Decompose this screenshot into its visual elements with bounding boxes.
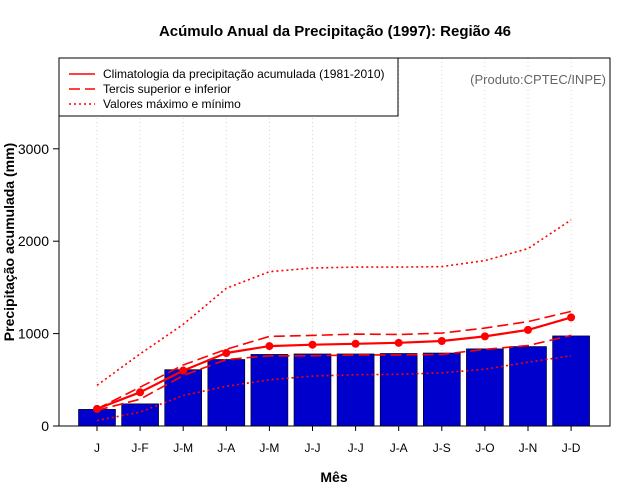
y-tick-label: 0 — [41, 418, 49, 434]
series-point — [524, 325, 532, 334]
x-tick-label: J-A — [217, 441, 235, 455]
legend: Climatologia da precipitação acumulada (… — [58, 57, 399, 117]
legend-label: Climatologia da precipitação acumulada (… — [103, 67, 385, 81]
series-line — [96, 355, 572, 422]
x-axis-label: Mês — [320, 469, 347, 485]
bar — [552, 335, 590, 427]
y-tick-label: 2000 — [18, 233, 49, 249]
series-point — [265, 342, 274, 351]
series-point — [136, 388, 145, 397]
grid-layer — [96, 58, 572, 426]
series-point — [93, 404, 101, 413]
bar — [379, 353, 418, 427]
series-point — [308, 340, 317, 349]
y-tick-label: 3000 — [18, 141, 49, 157]
series-point — [394, 338, 403, 347]
chart-title: Acúmulo Anual da Precipitação (1997): Re… — [159, 23, 511, 40]
axis-layer: 0 1000 2000 3000 J J-F J-M J-A J-M J-J J-J J-A J-S J-… — [18, 141, 581, 455]
line-layer — [93, 219, 576, 422]
series-point — [179, 366, 188, 375]
series-point — [222, 349, 231, 358]
bar — [509, 346, 547, 427]
x-tick-label: J-N — [519, 441, 538, 455]
bar-layer — [78, 335, 590, 427]
legend-box — [58, 57, 399, 117]
series-line — [96, 334, 572, 412]
legend-label: Valores máximo e mínimo — [103, 97, 241, 111]
series-point — [567, 313, 576, 322]
x-tick-label: J-O — [475, 441, 494, 455]
x-tick-label: J-J — [348, 441, 364, 455]
bar — [207, 359, 246, 427]
series-line — [96, 219, 572, 386]
series-point — [480, 332, 489, 341]
bar — [422, 352, 461, 427]
x-tick-label: J — [94, 441, 100, 455]
x-tick-label: J-M — [173, 441, 193, 455]
x-tick-label: J-D — [562, 441, 581, 455]
series-line — [96, 316, 572, 410]
bar — [293, 353, 332, 427]
series-point — [437, 336, 446, 345]
source-note: (Produto:CPTEC/INPE) — [470, 72, 606, 87]
x-tick-label: J-F — [131, 441, 148, 455]
x-tick-label: J-A — [390, 441, 408, 455]
y-tick-label: 1000 — [18, 326, 49, 342]
bar — [466, 348, 504, 427]
x-tick-label: J-M — [259, 441, 279, 455]
series-point — [351, 339, 360, 348]
bar — [250, 354, 289, 427]
x-tick-label: J-J — [305, 441, 321, 455]
bar — [336, 353, 375, 427]
x-tick-label: J-S — [433, 441, 451, 455]
series-line — [96, 310, 572, 410]
legend-label: Tercis superior e inferior — [103, 82, 231, 96]
y-axis-label: Precipitação acumulada (mm) — [1, 143, 17, 341]
